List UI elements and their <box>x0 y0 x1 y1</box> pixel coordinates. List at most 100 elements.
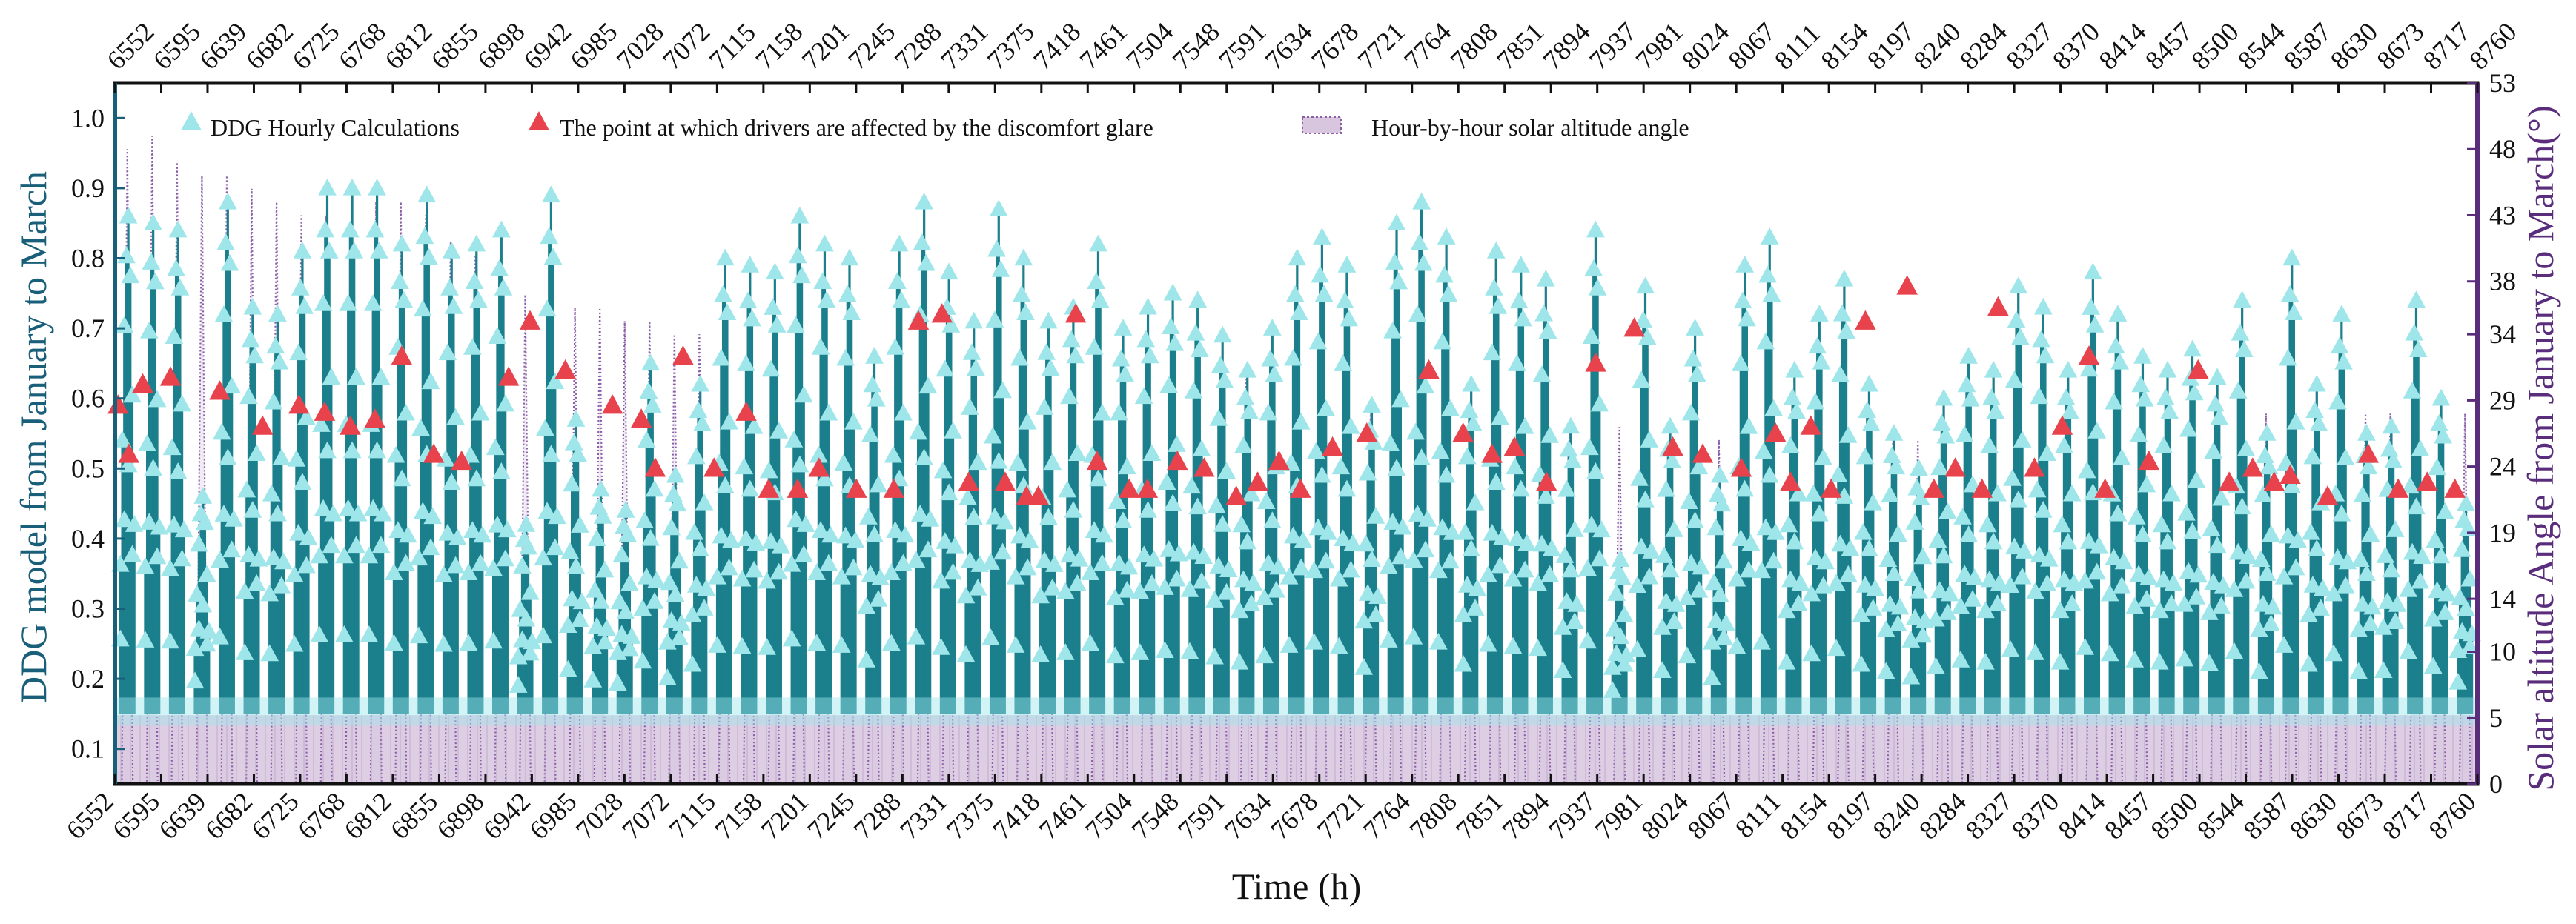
ddg-point <box>1483 343 1502 361</box>
x-tick-label-top: 8544 <box>2232 16 2291 75</box>
x-tick-label-top: 7851 <box>1491 16 1549 75</box>
ddg-point <box>1584 259 1603 276</box>
ddg-point <box>490 259 509 276</box>
x-tick-label-top: 7245 <box>842 16 901 75</box>
y-right-tick-label: 0 <box>2489 769 2503 799</box>
ddg-point <box>2250 662 2268 679</box>
ddg-point <box>1255 588 1274 606</box>
ddg-point <box>1290 303 1308 321</box>
x-tick-label-bottom: 6595 <box>107 786 165 845</box>
ddg-point <box>211 627 229 645</box>
ddg-point <box>1760 227 1779 245</box>
ddg-point <box>397 403 415 421</box>
ddg-point <box>1961 389 1980 407</box>
ddg-point <box>586 580 604 598</box>
ddg-point <box>672 614 691 631</box>
ddg-point <box>1429 561 1448 579</box>
ddg-point <box>1244 574 1263 591</box>
glare-point <box>1481 443 1503 463</box>
ddg-point <box>720 412 738 430</box>
ddg-point <box>2084 262 2102 280</box>
ddg-point <box>1926 609 1945 627</box>
ddg-point <box>2112 448 2131 466</box>
ddg-point <box>612 545 632 563</box>
ddg-point <box>861 425 880 442</box>
ddg-point <box>1070 549 1089 567</box>
ddg-point <box>1311 265 1330 283</box>
ddg-point <box>1363 550 1381 568</box>
ddg-point <box>2112 576 2131 594</box>
ddg-point <box>2001 576 2020 594</box>
ddg-point <box>936 531 955 549</box>
ddg-point <box>616 602 635 619</box>
y-left-tick-label: 0.1 <box>71 734 105 764</box>
ddg-point <box>1988 594 2007 611</box>
ddg-point <box>2257 424 2277 441</box>
ddg-point <box>1582 515 1601 533</box>
x-tick-label-bottom: 7591 <box>1172 786 1231 845</box>
ddg-point <box>2437 584 2457 602</box>
ddg-point <box>1366 605 1385 622</box>
ddg-point <box>2150 652 2169 670</box>
ddg-point <box>857 651 876 668</box>
x-tick-label-top: 8154 <box>1815 16 1874 75</box>
ddg-point <box>1118 457 1136 475</box>
ddg-point <box>2053 515 2072 533</box>
ddg-point <box>1980 436 1999 453</box>
ddg-point <box>371 536 391 554</box>
ddg-point <box>790 206 809 224</box>
ddg-point <box>890 234 909 252</box>
x-tick-label-bottom: 7418 <box>987 786 1045 845</box>
ddg-point <box>2411 571 2430 589</box>
x-tick-label-top: 7028 <box>611 16 669 75</box>
y-left-tick-label: 1.0 <box>71 103 105 133</box>
ddg-point <box>247 444 266 461</box>
ddg-point <box>1308 332 1328 350</box>
y-right-tick-label: 5 <box>2489 703 2503 733</box>
ddg-point <box>1710 585 1729 602</box>
x-tick-label-top: 6942 <box>518 16 577 75</box>
glare-point <box>931 303 953 323</box>
ddg-point <box>964 508 984 525</box>
ddg-point <box>139 321 159 339</box>
ddg-point <box>1913 625 1933 643</box>
ddg-point <box>423 507 443 525</box>
glare-point <box>1987 296 2009 316</box>
x-tick-label-top: 7331 <box>935 16 993 75</box>
ddg-point <box>162 438 182 456</box>
ddg-point <box>1213 514 1232 532</box>
ddg-point <box>1529 639 1547 657</box>
ddg-point <box>909 422 927 440</box>
ddg-point <box>1379 631 1398 648</box>
ddg-point <box>494 278 513 296</box>
ddg-point <box>1812 352 1831 370</box>
ddg-point <box>247 574 266 591</box>
ddg-point <box>635 511 654 528</box>
ddg-point <box>1368 587 1387 604</box>
ddg-point <box>1557 479 1576 497</box>
ddg-point <box>2374 661 2393 678</box>
ddg-point <box>1532 365 1552 382</box>
ddg-point <box>1980 570 1999 588</box>
x-tick-label-bottom: 7981 <box>1589 786 1648 845</box>
x-tick-label-top: 6768 <box>333 16 391 75</box>
ddg-point <box>2164 574 2183 591</box>
ddg-point <box>1111 349 1130 367</box>
ddg-point <box>1814 448 1833 466</box>
ddg-point <box>295 296 314 314</box>
ddg-point <box>1832 304 1852 322</box>
ddg-point <box>225 509 243 527</box>
ddg-point <box>1603 681 1622 698</box>
ddg-point <box>324 504 342 522</box>
x-tick-label-bottom: 8024 <box>1635 786 1694 845</box>
ddg-point <box>314 293 333 311</box>
ddg-point <box>1731 529 1750 547</box>
glare-point <box>1167 450 1188 471</box>
ddg-point <box>2062 484 2082 502</box>
glare-point <box>1452 422 1474 442</box>
ddg-point <box>293 242 312 259</box>
ddg-point <box>1188 497 1208 515</box>
ddg-point <box>1163 493 1182 511</box>
ddg-point <box>245 346 264 364</box>
ddg-point <box>815 234 834 252</box>
